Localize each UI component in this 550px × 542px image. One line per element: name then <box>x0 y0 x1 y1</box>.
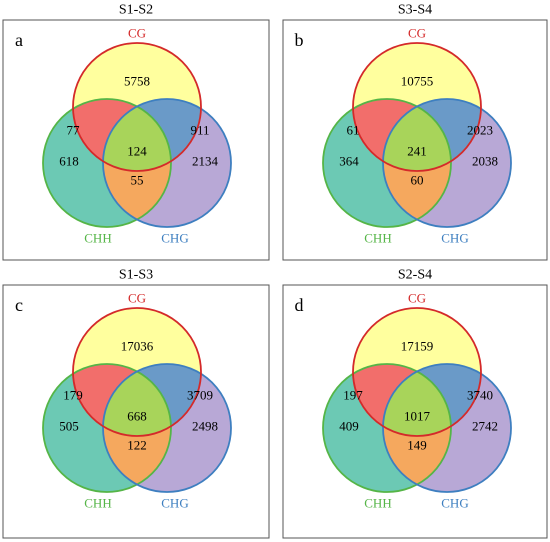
count-cg-only: 10755 <box>401 74 434 89</box>
cg-label: CG <box>408 291 426 306</box>
count-chh-only: 618 <box>59 154 79 169</box>
count-all: 668 <box>127 409 147 424</box>
cg-label: CG <box>408 26 426 41</box>
chh-label: CHH <box>364 231 391 246</box>
panel-frame <box>2 19 270 261</box>
cg-outline <box>352 42 482 172</box>
chg-outline <box>102 363 232 493</box>
panel-title: S1-S2 <box>119 3 153 18</box>
panel-title: S1-S3 <box>119 268 153 283</box>
count-all: 1017 <box>404 409 431 424</box>
count-cg-chg: 911 <box>190 123 209 138</box>
count-cg-chg: 3709 <box>187 388 213 403</box>
count-chh-only: 409 <box>339 419 359 434</box>
venn-panel-c: S1-S3 c CG CHH CHG 17036 179 3709 668 505 122 2498 <box>2 268 270 539</box>
chg-label: CHG <box>161 496 188 511</box>
chg-label: CHG <box>161 231 188 246</box>
panel-letter: d <box>295 295 304 315</box>
count-cg-only: 5758 <box>124 74 150 89</box>
chh-outline <box>42 363 172 493</box>
count-cg-chh: 197 <box>343 388 363 403</box>
cg-outline <box>352 307 482 437</box>
cg-outline <box>72 42 202 172</box>
count-chg-only: 2038 <box>472 154 498 169</box>
panel-frame <box>282 284 548 539</box>
count-chg-only: 2742 <box>472 419 498 434</box>
venn-panel-d: S2-S4 d CG CHH CHG 17159 197 3740 1017 409 149 2742 <box>282 268 548 539</box>
count-cg-chh: 179 <box>63 388 83 403</box>
chh-outline <box>322 363 452 493</box>
count-cg-only: 17159 <box>401 339 434 354</box>
panel-letter: c <box>15 295 23 315</box>
chh-label: CHH <box>364 496 391 511</box>
count-chh-only: 364 <box>339 154 359 169</box>
panel-frame <box>2 284 270 539</box>
count-cg-chg: 2023 <box>467 123 493 138</box>
count-chh-chg: 122 <box>127 438 147 453</box>
chg-label: CHG <box>441 496 468 511</box>
count-all: 124 <box>127 144 147 159</box>
count-chh-chg: 149 <box>407 438 427 453</box>
count-cg-only: 17036 <box>121 339 154 354</box>
chg-outline <box>382 363 512 493</box>
count-cg-chh: 61 <box>347 123 360 138</box>
chh-outline <box>42 98 172 228</box>
count-cg-chh: 77 <box>67 123 81 138</box>
panel-letter: a <box>15 30 23 50</box>
chg-outline <box>102 98 232 228</box>
venn-panel-b: S3-S4 b CG CHH CHG 10755 61 2023 241 364 60 2038 <box>282 3 548 261</box>
cg-outline <box>72 307 202 437</box>
count-chh-only: 505 <box>59 419 79 434</box>
panel-frame <box>282 19 548 261</box>
count-chh-chg: 60 <box>411 173 424 188</box>
count-all: 241 <box>407 144 427 159</box>
chh-label: CHH <box>84 231 111 246</box>
count-chh-chg: 55 <box>131 173 144 188</box>
chh-outline <box>322 98 452 228</box>
chg-outline <box>382 98 512 228</box>
count-cg-chg: 3740 <box>467 388 493 403</box>
cg-label: CG <box>128 26 146 41</box>
chg-label: CHG <box>441 231 468 246</box>
cg-label: CG <box>128 291 146 306</box>
chh-label: CHH <box>84 496 111 511</box>
panel-title: S2-S4 <box>398 268 432 283</box>
count-chg-only: 2498 <box>192 419 218 434</box>
count-chg-only: 2134 <box>192 154 219 169</box>
panel-letter: b <box>295 30 304 50</box>
venn-panel-a: S1-S2 a CG CHH CHG 5758 77 911 124 618 55 2134 <box>2 3 270 261</box>
panel-title: S3-S4 <box>398 3 432 18</box>
